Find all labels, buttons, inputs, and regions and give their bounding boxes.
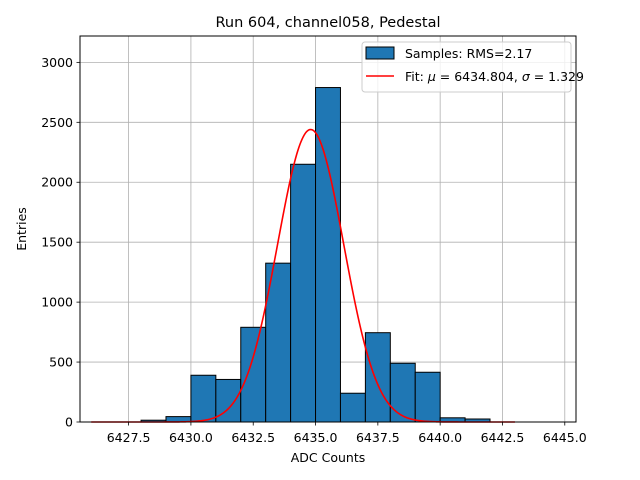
histogram-bar — [265, 262, 292, 423]
y-axis-ticks: 0 500 1000 1500 2000 2500 3000 — [41, 55, 80, 430]
legend-box — [361, 41, 572, 93]
y-axis-label: Entries — [14, 207, 29, 251]
histogram-bar — [290, 163, 317, 423]
legend: Samples: RMS=2.17 Fit: μ = 6434.804, σ =… — [361, 41, 584, 93]
histogram-bar — [190, 374, 217, 423]
x-tick-label: 6440.0 — [418, 430, 462, 445]
histogram-bar — [389, 362, 416, 423]
chart-title: Run 604, channel058, Pedestal — [215, 15, 440, 31]
y-tick-label: 500 — [49, 355, 73, 370]
x-tick-label: 6437.5 — [356, 430, 400, 445]
y-tick-label: 0 — [65, 415, 73, 430]
y-tick-label: 3000 — [41, 55, 73, 70]
x-axis-label: ADC Counts — [291, 450, 366, 465]
x-tick-label: 6432.5 — [231, 430, 275, 445]
histogram-bar — [240, 326, 267, 423]
y-tick-label: 2500 — [41, 115, 73, 130]
x-axis-ticks: 6427.5 6430.0 6432.5 6435.0 6437.5 6440.0 6442… — [107, 422, 587, 445]
histogram-bar — [315, 87, 341, 423]
x-tick-label: 6430.0 — [169, 430, 213, 445]
histogram-bar — [339, 392, 366, 423]
legend-swatch-histogram — [365, 46, 395, 60]
x-tick-label: 6435.0 — [294, 430, 338, 445]
x-tick-label: 6427.5 — [107, 430, 151, 445]
x-tick-label: 6445.0 — [543, 430, 587, 445]
x-tick-label: 6442.5 — [481, 430, 525, 445]
histogram-bar — [414, 371, 441, 423]
legend-label-fit: Fit: μ = 6434.804, σ = 1.329 — [405, 69, 584, 84]
y-tick-label: 1000 — [41, 295, 73, 310]
histogram-bars — [140, 87, 491, 423]
histogram-bar — [364, 332, 391, 423]
legend-label-samples: Samples: RMS=2.17 — [405, 46, 532, 61]
y-tick-label: 2000 — [41, 175, 73, 190]
y-tick-label: 1500 — [41, 235, 73, 250]
plot-frame — [79, 35, 577, 423]
